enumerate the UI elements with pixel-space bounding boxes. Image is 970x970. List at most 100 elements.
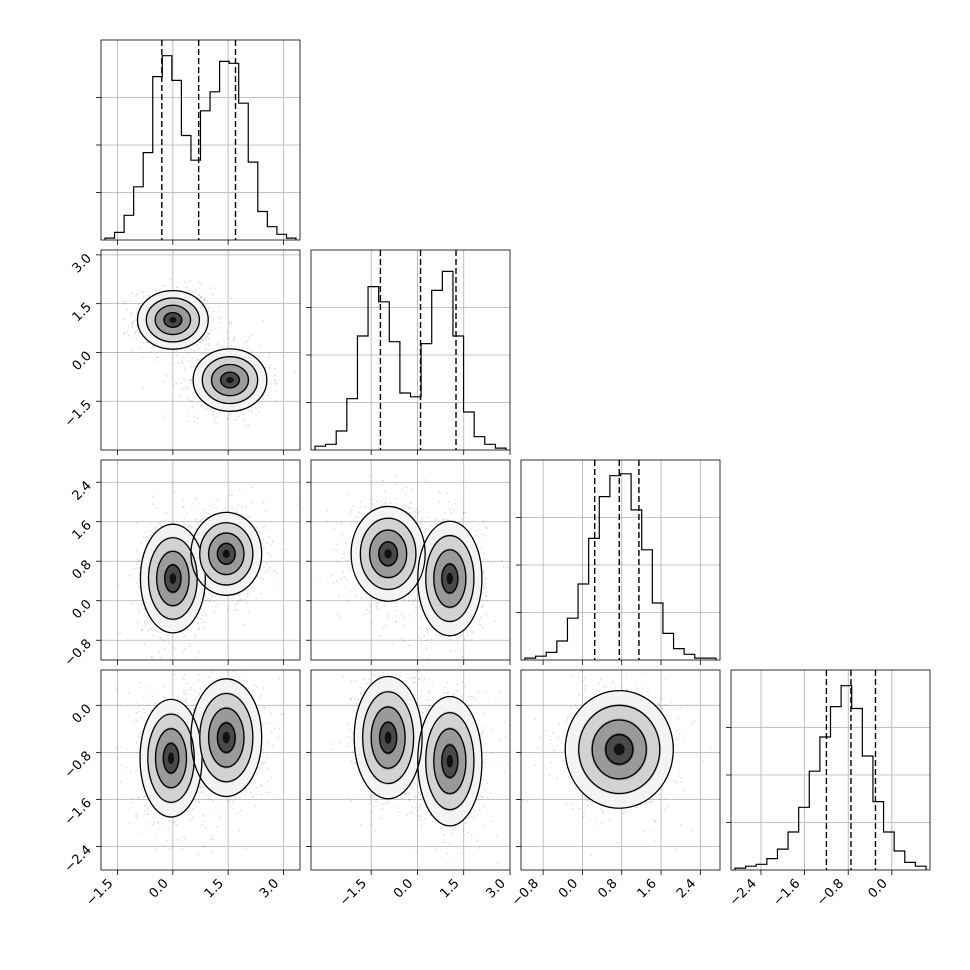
sample-point [266,552,269,555]
sample-point [274,379,277,382]
sample-point [381,483,383,486]
sample-point [218,322,221,324]
sample-point [214,605,217,608]
sample-point [354,595,357,597]
contour-line [216,542,236,565]
sample-point [131,801,134,804]
sample-point [275,382,278,384]
sample-point [349,568,351,571]
sample-point [377,600,379,603]
sample-point [204,614,207,616]
sample-point [173,821,176,824]
sample-point [337,561,339,563]
sample-point [136,558,139,560]
sample-point [215,507,218,509]
sample-point [412,603,414,606]
sample-point [255,414,257,416]
sample-point [482,604,485,607]
sample-point [189,523,191,526]
sample-point [389,501,392,504]
sample-point [435,523,438,526]
sample-point [382,479,385,482]
sample-point [125,308,128,311]
sample-point [247,424,250,427]
sample-point [204,595,207,598]
sample-point [135,567,137,570]
sample-point [246,589,249,592]
sample-point [202,820,205,823]
sample-point [208,600,211,603]
sample-point [461,517,464,520]
sample-point [221,346,224,349]
sample-point [151,695,154,698]
sample-point [209,315,212,318]
sample-point [262,578,264,581]
sample-point [137,585,140,587]
sample-point [375,602,377,605]
sample-point [202,814,204,817]
sample-point [200,618,203,621]
sample-point [198,673,201,676]
sample-point [343,575,346,578]
sample-point [423,531,426,534]
sample-point [360,597,363,599]
sample-point [244,341,246,344]
sample-point [212,410,215,413]
sample-point [330,574,333,576]
sample-point [198,651,200,653]
sample-point [421,517,424,520]
sample-point [169,278,172,281]
sample-point [238,489,241,492]
sample-point [369,498,372,501]
sample-point [226,337,229,340]
scatter-panel-3-0: −1.5 0.0 1.5 3.0−2.4−1.6−0.80.0 [62,669,301,909]
sample-point [248,337,250,339]
sample-point [187,387,190,390]
sample-point [402,505,404,508]
sample-point [153,702,156,705]
sample-point [433,519,436,522]
sample-point [135,741,138,744]
y-tick-label: 0.0 [70,349,95,374]
sample-point [346,600,349,602]
sample-point [274,374,277,377]
sample-point [135,581,138,584]
sample-point [183,678,185,681]
sample-point [246,595,249,598]
scatter-panel-2-1 [306,459,511,665]
sample-point [201,338,203,341]
sample-point [349,513,352,516]
sample-point [153,345,156,348]
sample-point [185,386,188,389]
sample-point [247,592,250,595]
sample-point [326,509,328,512]
sample-point [449,508,452,511]
sample-point [370,503,373,505]
sample-point [319,577,322,580]
sample-point [217,412,220,414]
sample-point [228,322,231,324]
sample-point [166,634,169,636]
sample-point [275,401,278,403]
sample-point [383,490,386,493]
sample-point [491,562,494,565]
scatter-panel-1-0: −1.50.01.53.0 [62,249,301,455]
sample-point [197,628,200,631]
sample-point [168,642,170,645]
sample-point [163,415,166,418]
panel-content [101,250,300,450]
sample-point [446,519,449,521]
sample-point [172,363,174,366]
hist-panel-0 [96,39,301,245]
sample-point [190,379,193,382]
sample-point [194,290,197,293]
sample-point [199,791,202,794]
sample-point [294,371,296,374]
sample-point [125,747,128,750]
sample-point [140,716,143,719]
sample-point [205,511,208,514]
sample-point [135,562,138,565]
sample-point [136,752,139,755]
sample-point [157,356,160,359]
sample-point [131,322,134,325]
